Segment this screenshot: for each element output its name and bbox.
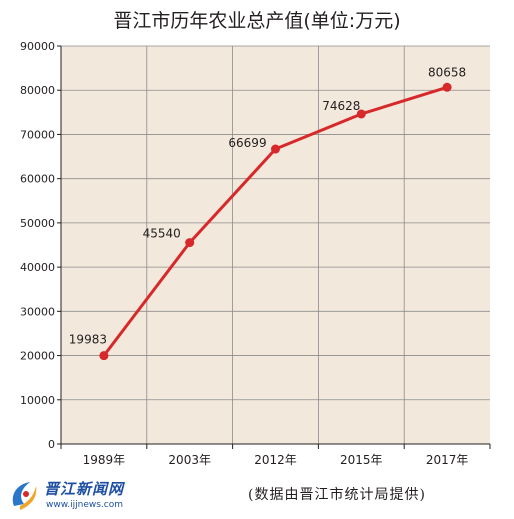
x-tick-label: 2003年 <box>168 453 211 467</box>
y-tick-label: 40000 <box>20 261 55 274</box>
source-note: (数据由晋江市统计局提供) <box>248 487 426 503</box>
data-label: 45540 <box>143 227 181 241</box>
data-point <box>185 238 195 248</box>
x-tick-label: 2017年 <box>426 453 469 467</box>
site-logo: 晋江新闻网 www.ijjnews.com <box>8 476 138 516</box>
data-labels: 19983 45540 66699 74628 80658 <box>69 65 466 346</box>
plot-area <box>61 46 490 444</box>
swirl-logo-icon <box>12 482 37 510</box>
x-tick-label: 1989年 <box>83 453 126 467</box>
x-tick-label: 2015年 <box>340 453 383 467</box>
y-tick-label: 30000 <box>20 305 55 318</box>
data-label: 80658 <box>428 65 466 79</box>
x-tick-label: 2012年 <box>254 453 297 467</box>
y-tick-label: 0 <box>48 438 55 451</box>
y-tick-label: 10000 <box>20 394 55 407</box>
data-label: 74628 <box>322 99 360 113</box>
logo-name: 晋江新闻网 <box>44 480 125 498</box>
data-point <box>99 351 109 361</box>
data-point <box>356 109 366 119</box>
y-tick-label: 70000 <box>20 128 55 141</box>
data-point <box>271 144 280 154</box>
data-point <box>442 82 452 92</box>
data-label: 19983 <box>69 333 107 347</box>
y-tick-label: 80000 <box>20 84 55 97</box>
chart-title: 晋江市历年农业总产值(单位:万元) <box>113 10 401 32</box>
y-tick-label: 50000 <box>20 217 55 230</box>
y-tick-label: 60000 <box>20 173 55 186</box>
y-tick-label: 20000 <box>20 350 55 363</box>
logo-url: www.ijjnews.com <box>46 500 123 510</box>
gridlines <box>61 45 490 444</box>
y-tick-label: 90000 <box>20 40 55 53</box>
series <box>99 82 452 361</box>
x-axis-ticks: 1989年 2003年 2012年 2015年 2017年 <box>60 444 491 467</box>
data-label: 66699 <box>228 136 266 150</box>
axes <box>60 46 490 445</box>
y-axis-ticks: 0 10000 20000 30000 40000 50000 60000 70000 8000… <box>20 40 61 451</box>
